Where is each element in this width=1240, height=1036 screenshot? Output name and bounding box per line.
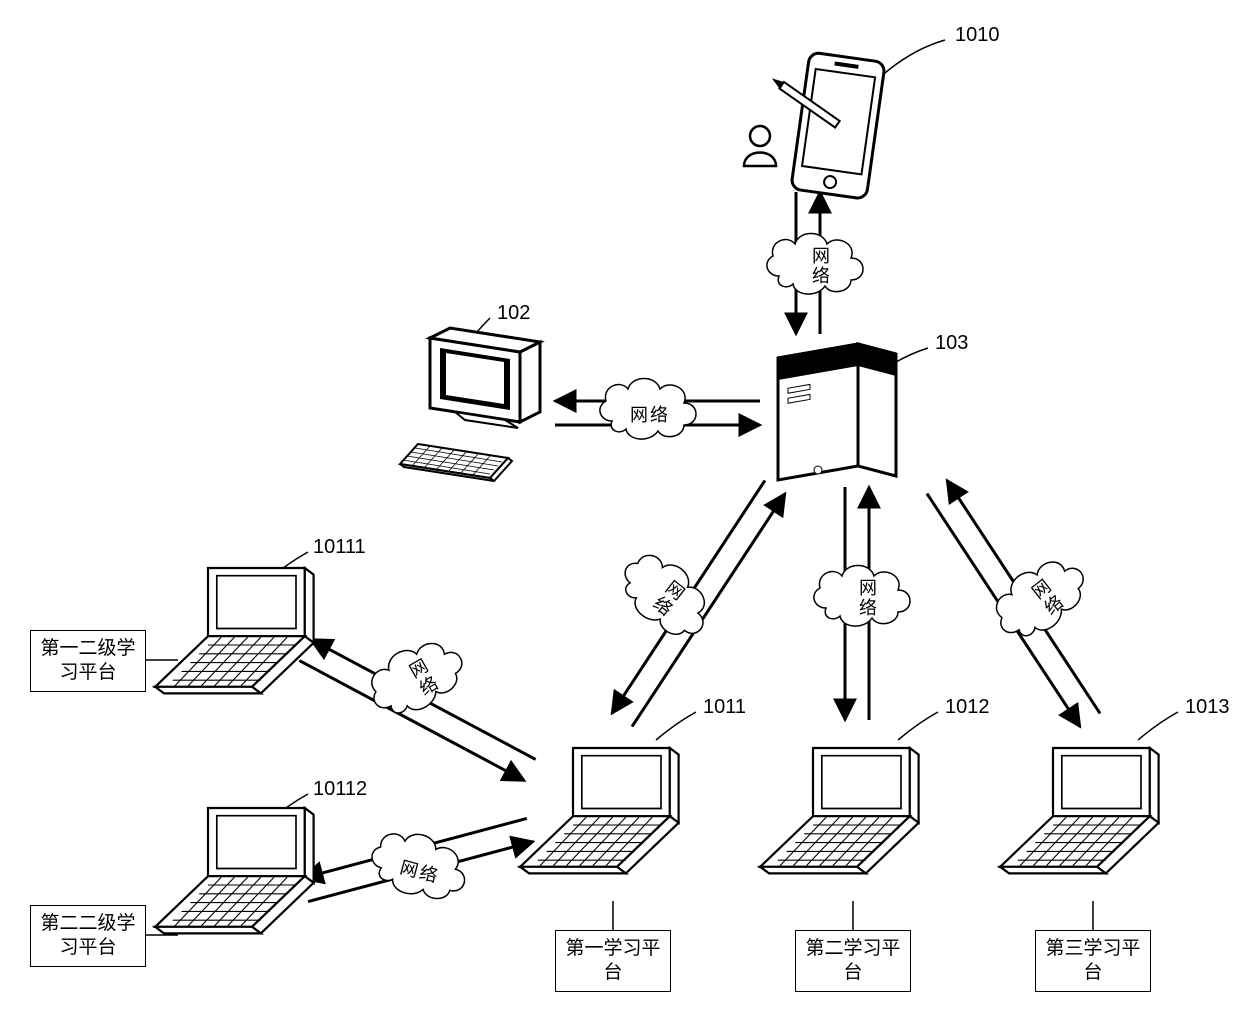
ref-pc: 102 xyxy=(497,302,530,325)
laptop-1-icon xyxy=(520,748,678,873)
ref-laptop-1: 1011 xyxy=(703,696,746,719)
svg-layer xyxy=(0,0,1240,1036)
laptop-a-icon xyxy=(155,568,313,693)
ref-mobile: 1010 xyxy=(955,24,1000,47)
box-plat1: 第一学习平台 xyxy=(555,930,671,992)
ref-laptop-3: 1013 xyxy=(1185,696,1230,719)
box-sub1: 第一二级学习平台 xyxy=(30,630,146,692)
box-plat3: 第三学习平台 xyxy=(1035,930,1151,992)
person-icon xyxy=(744,126,776,166)
server-icon xyxy=(778,344,896,480)
pc-icon xyxy=(400,328,540,481)
laptop-2-icon xyxy=(760,748,918,873)
diagram-canvas: 1010 102 103 10111 10112 1011 1012 1013 … xyxy=(0,0,1240,1036)
laptop-b-icon xyxy=(155,808,313,933)
ref-laptop-b: 10112 xyxy=(313,778,367,801)
box-sub2: 第二二级学习平台 xyxy=(30,905,146,967)
ref-laptop-2: 1012 xyxy=(945,696,990,719)
ref-server: 103 xyxy=(935,332,968,355)
laptop-3-icon xyxy=(1000,748,1158,873)
box-plat2: 第二学习平台 xyxy=(795,930,911,992)
ref-laptop-a: 10111 xyxy=(313,536,366,559)
mobile-icon xyxy=(770,52,886,199)
